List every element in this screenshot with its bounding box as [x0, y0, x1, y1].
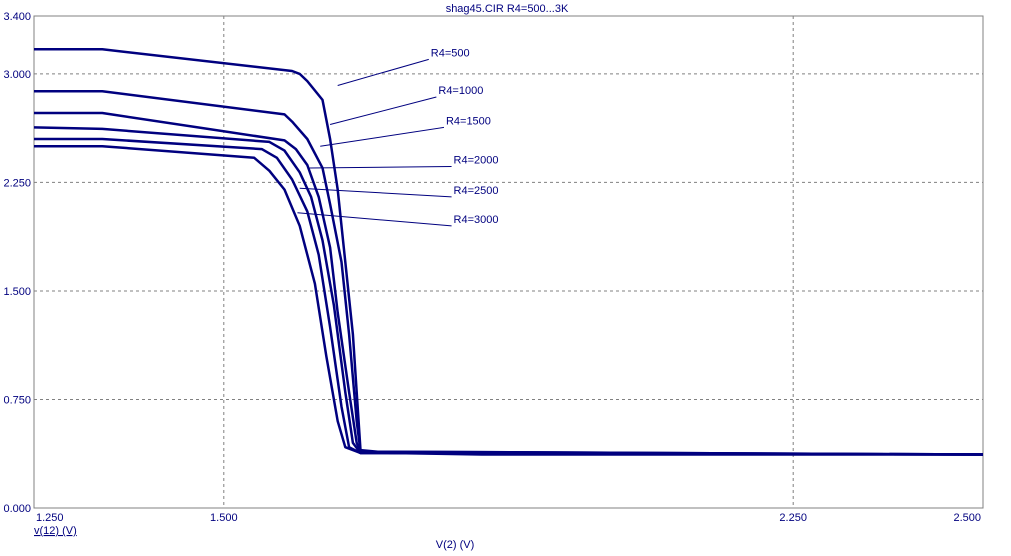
y-tick-label: 2.250: [3, 177, 31, 189]
y-tick-label: 3.000: [3, 69, 31, 81]
plot-frame: [33, 15, 984, 509]
y-tick-label: 1.500: [3, 286, 31, 298]
annotation-leader: [320, 126, 445, 147]
y-tick-label: 0.000: [3, 503, 31, 515]
y-tick-label: 0.750: [3, 394, 31, 406]
annotation-label: R4=3000: [454, 214, 499, 226]
y-axis-label: v(12) (V): [34, 525, 77, 537]
x-tick-label: 2.500: [953, 512, 981, 524]
x-axis-label: V(2) (V): [436, 539, 475, 551]
annotation-leader: [329, 96, 437, 126]
annotation-leader: [297, 212, 452, 227]
annotation-label: R4=1500: [446, 115, 491, 127]
series-line: [34, 137, 984, 456]
annotation-label: R4=2500: [454, 185, 499, 197]
series-group: [33, 48, 984, 456]
y-tick-label: 3.400: [3, 11, 31, 23]
series-line: [34, 111, 984, 456]
ticks-group: 1.250 1.500 2.250 2.500 0.000 0.750 1.500 2.250…: [3, 11, 981, 524]
series-line: [34, 144, 984, 456]
grid: [34, 16, 983, 508]
x-tick-label: 1.250: [36, 512, 64, 524]
chart-title: shag45.CIR R4=500...3K: [446, 3, 569, 15]
annotation-label: R4=500: [431, 47, 470, 59]
x-tick-label: 2.250: [779, 512, 807, 524]
annotation-label: R4=2000: [454, 154, 499, 166]
annotation-leader: [299, 187, 452, 198]
annotation-leader: [337, 58, 429, 86]
series-line: [34, 48, 983, 456]
annotation-leader: [309, 165, 452, 169]
x-tick-label: 1.500: [210, 512, 238, 524]
annotation-label: R4=1000: [438, 85, 483, 97]
annotations-group: R4=500 R4=1000 R4=1500 R4=2000 R4=2500 R4=300…: [297, 47, 499, 227]
series-line: [33, 126, 984, 456]
series-line: [34, 89, 984, 456]
